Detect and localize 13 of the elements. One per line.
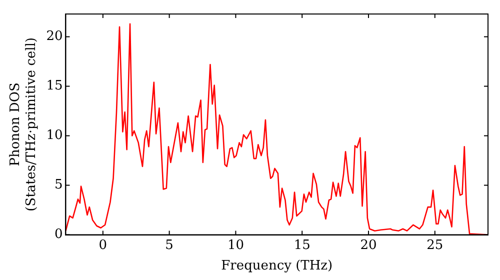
y-tick-label: 10 (46, 128, 63, 144)
y-axis-title: Phonon DOS (States/THz·primitive cell) (8, 37, 39, 212)
x-tick-label: 0 (98, 238, 108, 253)
x-tick-label: 5 (165, 238, 174, 253)
x-tick-label: 15 (294, 238, 310, 253)
y-tick-label: 15 (46, 78, 63, 94)
y-tick-label: 5 (54, 178, 63, 193)
x-tick-label: 10 (227, 238, 244, 253)
x-tick-label: 20 (360, 238, 377, 253)
x-axis-title: Frequency (THz) (221, 258, 333, 274)
y-tick-label: 20 (46, 29, 63, 44)
x-tick-label: 25 (426, 238, 444, 253)
y-tick-label: 0 (54, 227, 63, 242)
